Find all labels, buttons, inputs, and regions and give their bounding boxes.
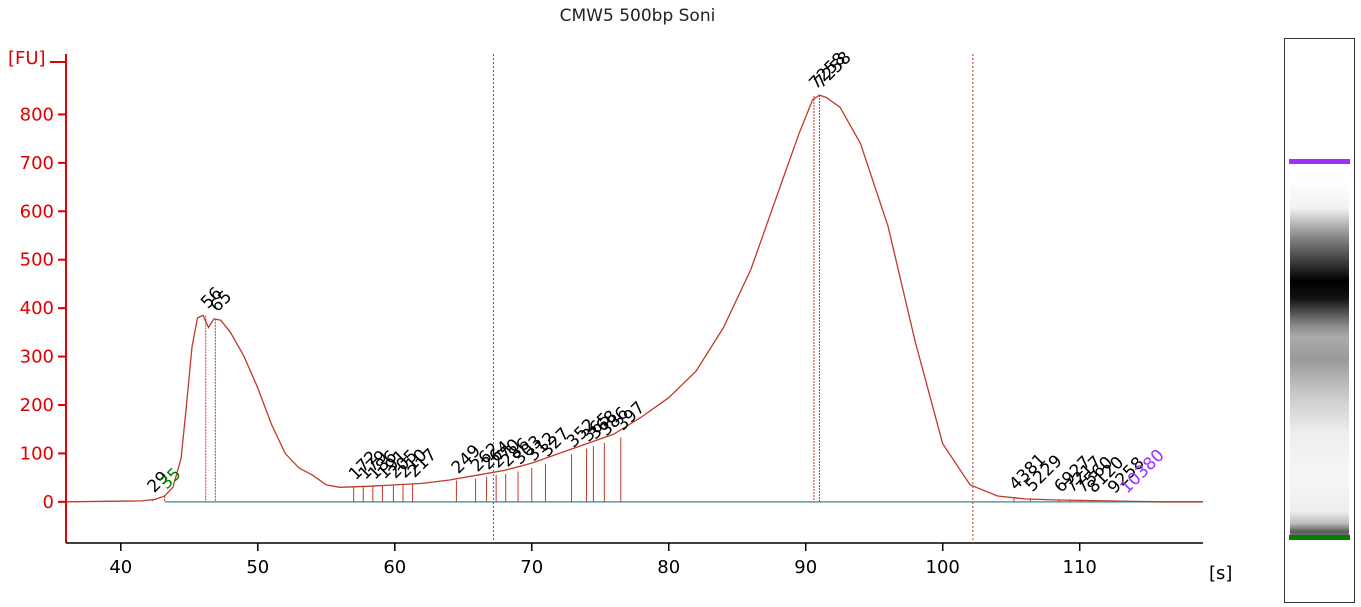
gel-image <box>1284 38 1355 603</box>
y-tick-label: 400 <box>20 298 54 319</box>
y-tick-label: 500 <box>20 250 54 271</box>
x-axis-label: [s] <box>1209 563 1232 584</box>
x-tick-label: 80 <box>657 557 680 578</box>
y-tick-label: 600 <box>20 201 54 222</box>
y-tick-label: 800 <box>20 104 54 125</box>
lower-marker-band <box>1289 535 1350 540</box>
x-tick-label: 50 <box>246 557 269 578</box>
gel-lane-gradient <box>1290 39 1349 602</box>
chart-title: CMW5 500bp Soni <box>559 6 716 26</box>
trace-line <box>65 94 1203 503</box>
upper-marker-band <box>1289 159 1350 164</box>
y-tick-label: 200 <box>20 395 54 416</box>
y-tick-label: 100 <box>20 443 54 464</box>
x-tick-label: 60 <box>383 557 406 578</box>
electropherogram-chart: 0 100 200 300 400 500 600 700 800 [FU] 40 50 60 70 80 9… <box>8 48 1232 584</box>
x-tick-label: 100 <box>926 557 960 578</box>
x-tick-label: 70 <box>520 557 543 578</box>
y-tick-label: 300 <box>20 347 54 368</box>
x-tick-label: 110 <box>1063 557 1097 578</box>
x-tick-label: 90 <box>794 557 817 578</box>
y-axis-label: [FU] <box>8 48 46 69</box>
y-tick-label: 700 <box>20 153 54 174</box>
x-tick-label: 40 <box>109 557 132 578</box>
y-tick-label: 0 <box>43 492 54 513</box>
